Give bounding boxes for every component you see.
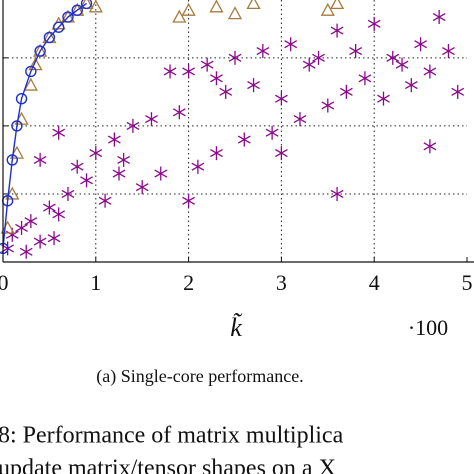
star-point	[61, 186, 75, 201]
circle-point	[6, 154, 18, 166]
star-point	[377, 91, 390, 106]
triangle-point	[172, 9, 187, 23]
star-point	[339, 84, 353, 99]
star-point	[451, 84, 465, 99]
star-point	[414, 37, 427, 52]
star-point	[154, 166, 168, 181]
star-point	[210, 146, 223, 161]
star-point	[182, 64, 195, 79]
star-point	[172, 105, 186, 120]
star-point	[19, 244, 33, 259]
x-tick-label: 2	[183, 270, 194, 295]
star-point	[126, 118, 140, 133]
circle-point	[25, 65, 37, 78]
figure-caption-line: 8: Performance of matrix multiplica	[0, 423, 344, 449]
star-point	[47, 231, 61, 246]
star-point	[145, 112, 158, 127]
star-point	[275, 146, 288, 161]
star-point	[182, 193, 195, 208]
star-point	[423, 64, 437, 79]
triangle-point	[227, 6, 243, 20]
circle-point	[11, 120, 23, 132]
star-point	[89, 146, 103, 161]
circle-point	[71, 4, 83, 16]
star-point	[312, 50, 325, 65]
star-point	[265, 125, 279, 140]
star-point	[210, 71, 223, 86]
triangle-point	[181, 2, 196, 16]
star-point	[70, 159, 84, 174]
star-point	[284, 37, 298, 52]
star-point	[293, 112, 307, 127]
triangle-point	[246, 0, 261, 10]
star-point	[256, 44, 270, 59]
star-point	[330, 23, 344, 38]
star-point	[228, 50, 242, 65]
star-point	[386, 50, 400, 65]
circle-point	[34, 45, 46, 57]
triangle-point	[320, 2, 335, 16]
series-line	[2, 2, 87, 249]
star-point	[237, 132, 251, 147]
star-point	[15, 220, 28, 235]
triangle-point	[23, 77, 38, 91]
circle-point	[43, 31, 56, 44]
triangle-point	[209, 0, 224, 13]
triangle-point	[329, 0, 345, 10]
subcaption: (a) Single-core performance.	[96, 366, 303, 387]
figure-caption-line: update matrix/tensor shapes on a X	[0, 456, 336, 474]
star-point	[117, 152, 131, 167]
x-axis-label: k̃	[230, 313, 243, 342]
star-point	[442, 44, 455, 59]
star-point	[358, 71, 372, 86]
circle-point	[52, 21, 65, 33]
star-point	[33, 234, 47, 249]
star-point	[98, 193, 112, 208]
star-point	[302, 57, 316, 72]
x-multiplier: ·100	[408, 315, 448, 340]
star-point	[33, 152, 47, 167]
triangle-point	[88, 0, 103, 13]
star-point	[247, 78, 260, 93]
star-point	[112, 166, 126, 181]
star-point	[395, 57, 409, 72]
star-point	[275, 91, 288, 106]
star-point	[219, 84, 233, 99]
star-point	[52, 207, 66, 222]
x-tick-label: 1	[90, 270, 101, 295]
circle-point	[80, 0, 93, 10]
star-point	[52, 125, 66, 140]
star-point	[43, 200, 56, 215]
x-tick-label: 0	[0, 270, 9, 295]
circle-point	[15, 92, 28, 105]
star-point	[191, 159, 205, 174]
x-tick-label: 3	[276, 270, 287, 295]
star-point	[107, 132, 121, 147]
star-point	[349, 44, 363, 59]
star-point	[423, 139, 437, 154]
star-point	[163, 64, 177, 79]
star-point	[367, 16, 381, 31]
star-point	[80, 173, 93, 188]
x-tick-label: 5	[462, 270, 473, 295]
star-point	[321, 98, 335, 113]
star-point	[200, 57, 214, 72]
plot-area	[0, 0, 467, 262]
star-point	[24, 214, 38, 229]
circle-point	[62, 11, 74, 23]
star-point	[330, 186, 344, 201]
x-tick-label: 4	[369, 270, 380, 295]
star-point	[135, 180, 149, 195]
star-point	[404, 78, 418, 93]
star-point	[432, 10, 446, 25]
